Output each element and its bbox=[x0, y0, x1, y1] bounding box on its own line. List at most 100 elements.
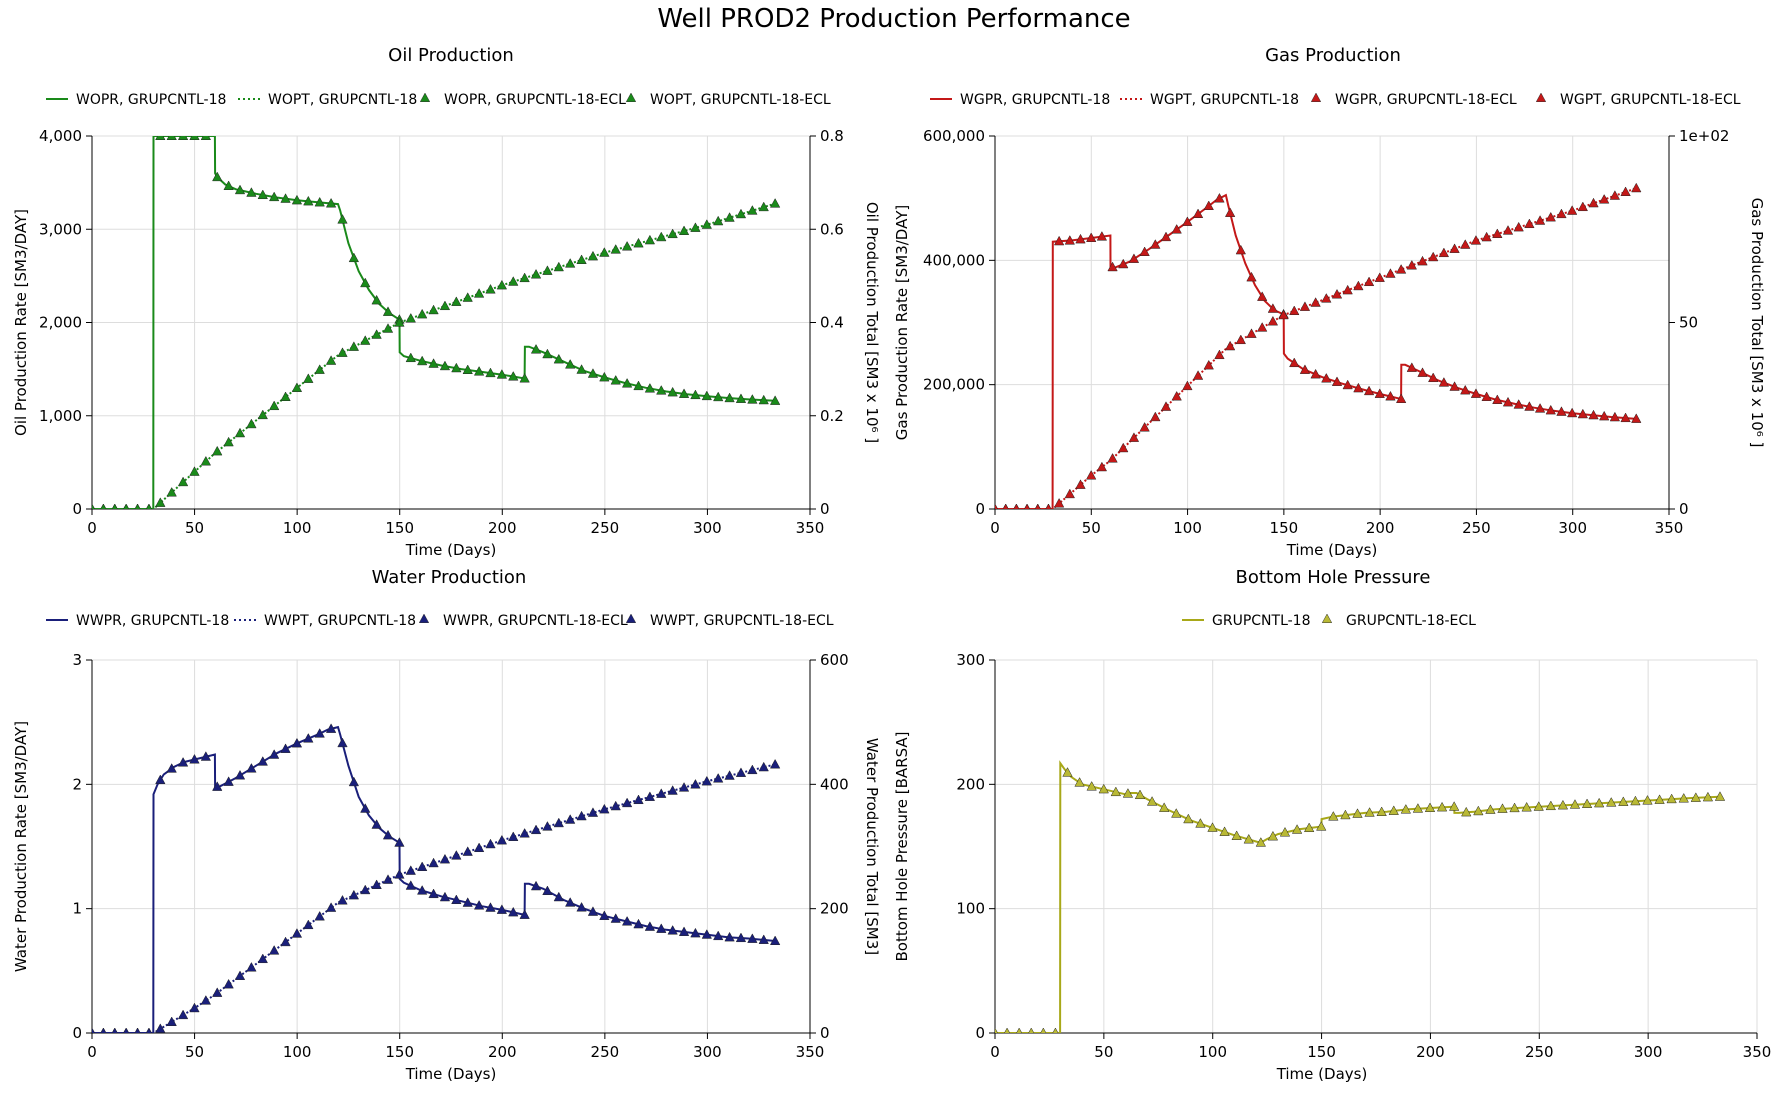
oil-series-0-marker bbox=[633, 380, 644, 391]
gas-series-1-marker bbox=[1342, 284, 1353, 295]
gas-series-0-marker bbox=[1545, 404, 1556, 415]
water-series-0-marker bbox=[667, 925, 678, 935]
water-x-tick-label: 300 bbox=[693, 1043, 722, 1061]
bhp-series-0-marker bbox=[1388, 805, 1399, 815]
bhp-series-0-marker bbox=[1545, 800, 1556, 811]
gas-series-0-marker bbox=[1096, 231, 1108, 241]
gas-grid bbox=[994, 135, 1670, 510]
bhp-series-0-marker bbox=[1279, 826, 1291, 837]
water-series-0-marker bbox=[439, 891, 451, 902]
gas-series-1-marker bbox=[1064, 488, 1075, 499]
water-y2-tick-label: 400 bbox=[820, 775, 849, 793]
oil-series-1-marker bbox=[473, 288, 485, 298]
bhp-series-0-marker bbox=[1400, 803, 1412, 814]
water-grid bbox=[91, 659, 811, 1034]
gas-series-1-marker bbox=[1182, 380, 1193, 391]
water-series-0-marker bbox=[451, 894, 462, 905]
oil-series-1-marker bbox=[633, 237, 644, 248]
bhp-series-0-marker bbox=[1074, 777, 1085, 787]
bhp-series-0-marker bbox=[1086, 780, 1097, 791]
oil-legend-label: WOPR, GRUPCNTL-18 bbox=[76, 92, 226, 108]
oil-series-0-marker bbox=[656, 385, 667, 395]
oil-series-1-marker bbox=[382, 323, 394, 333]
gas-series-0-marker bbox=[1374, 388, 1385, 398]
water-x-tick-label: 100 bbox=[283, 1043, 312, 1061]
water-series-1-marker bbox=[633, 794, 644, 805]
gas-series-0-line bbox=[995, 193, 1637, 509]
water-series-1-marker bbox=[394, 869, 405, 879]
oil-series-1-marker bbox=[134, 503, 141, 509]
water-series-1-marker bbox=[246, 961, 257, 972]
gas-series-1-marker bbox=[1470, 235, 1482, 245]
gas-x-tick-label: 0 bbox=[990, 519, 1000, 537]
bhp-series-0-marker bbox=[1158, 802, 1170, 812]
oil-series-0-marker bbox=[610, 374, 621, 385]
gas-series-0-marker bbox=[1086, 232, 1097, 242]
water-y-tick-label: 3 bbox=[72, 651, 82, 669]
water-series-1-marker bbox=[382, 874, 394, 884]
water-legend-label: WWPT, GRUPCNTL-18-ECL bbox=[650, 613, 834, 629]
water-y2-tick-label: 0 bbox=[820, 1024, 830, 1042]
gas-series-0-marker bbox=[1171, 223, 1182, 234]
water-series-0-marker bbox=[234, 769, 246, 780]
oil-series-1-marker bbox=[337, 347, 348, 357]
gas-series-1-marker bbox=[1289, 305, 1300, 316]
bhp-series-0-marker bbox=[1473, 805, 1484, 816]
gas-series-1-marker bbox=[995, 503, 998, 509]
bhp-series-0-marker bbox=[1642, 795, 1653, 805]
oil-chart-title: Oil Production bbox=[388, 45, 514, 66]
gas-series-1-marker bbox=[1267, 315, 1279, 326]
oil-x-tick-label: 150 bbox=[385, 519, 414, 537]
oil-series-0-marker bbox=[177, 136, 189, 140]
gas-series-1-marker bbox=[1321, 293, 1332, 303]
bhp-series-0-marker bbox=[1134, 789, 1146, 800]
gas-y2-tick-label: 0 bbox=[1679, 500, 1689, 518]
water-x-tick-label: 50 bbox=[185, 1043, 204, 1061]
water-legend-marker-swatch bbox=[418, 613, 430, 623]
bhp-series-0-marker bbox=[1424, 802, 1436, 812]
water-series-0-marker bbox=[690, 927, 701, 938]
water-x-tick-label: 0 bbox=[87, 1043, 97, 1061]
water-series-0-marker bbox=[166, 763, 177, 773]
water-series-1-marker bbox=[189, 1002, 200, 1013]
bhp-series-0-marker bbox=[995, 1027, 998, 1033]
oil-series-0-marker bbox=[348, 252, 360, 263]
bhp-series-0-marker bbox=[1231, 830, 1242, 840]
gas-legend-marker-swatch bbox=[1535, 92, 1547, 102]
oil-series-0-marker bbox=[155, 136, 166, 140]
bhp-x-tick-label: 50 bbox=[1094, 1043, 1113, 1061]
bhp-series-0-marker bbox=[1062, 767, 1073, 777]
oil-y2-tick-label: 0 bbox=[820, 500, 830, 518]
water-series-1-marker bbox=[473, 842, 485, 853]
oil-series-1-marker bbox=[246, 418, 257, 429]
oil-grid bbox=[91, 135, 811, 510]
gas-series-0-marker bbox=[1064, 235, 1075, 245]
oil-x-tick-label: 0 bbox=[87, 519, 97, 537]
bhp-series-0-marker bbox=[1557, 799, 1569, 810]
water-series-0-marker bbox=[268, 749, 280, 759]
gas-series-1-marker bbox=[1160, 401, 1172, 411]
water-series-1-marker bbox=[542, 821, 553, 831]
bhp-legend: GRUPCNTL-18 GRUPCNTL-18-ECL bbox=[1182, 613, 1476, 629]
gas-series-1-marker bbox=[1449, 243, 1460, 253]
gas-series-1-marker bbox=[1481, 231, 1492, 242]
gas-series-0-marker bbox=[1395, 393, 1407, 403]
water-series-1-marker bbox=[405, 865, 416, 875]
oil-plot-area bbox=[92, 136, 781, 509]
water-series-0-marker bbox=[519, 909, 530, 919]
gas-x-tick-label: 150 bbox=[1270, 519, 1299, 537]
bhp-series-0-marker bbox=[1533, 801, 1544, 811]
gas-series-0-marker bbox=[1460, 384, 1471, 395]
gas-series-1-marker bbox=[1417, 255, 1428, 266]
water-series-1-marker bbox=[92, 1027, 95, 1033]
water-x-tick-label: 200 bbox=[488, 1043, 517, 1061]
water-series-1-marker bbox=[690, 778, 701, 789]
water-legend-label: WWPT, GRUPCNTL-18 bbox=[264, 613, 416, 629]
water-series-0-marker bbox=[382, 829, 394, 840]
oil-series-0-marker bbox=[678, 388, 690, 398]
bhp-series-0-marker bbox=[1690, 792, 1701, 802]
oil-series-0-marker bbox=[553, 353, 564, 364]
water-series-1-marker bbox=[508, 831, 519, 841]
bhp-series-0-marker bbox=[1004, 1027, 1011, 1033]
gas-legend-item: WGPT, GRUPCNTL-18-ECL bbox=[1535, 92, 1741, 108]
